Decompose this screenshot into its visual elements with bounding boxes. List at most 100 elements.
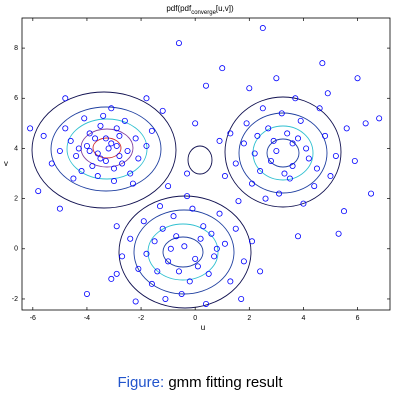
point [143, 142, 150, 149]
point [221, 240, 228, 247]
point [343, 125, 350, 132]
point [67, 137, 74, 144]
point [273, 147, 280, 154]
point [81, 115, 88, 122]
title-sub: converge [191, 10, 216, 16]
point [276, 190, 283, 197]
point [294, 135, 301, 142]
point [175, 40, 182, 47]
point [86, 147, 93, 154]
point [278, 110, 285, 117]
contour [92, 137, 122, 159]
point [97, 122, 104, 129]
point [292, 95, 299, 102]
point [354, 75, 361, 82]
point [102, 157, 109, 164]
point [121, 117, 128, 124]
point [294, 233, 301, 240]
point [129, 180, 136, 187]
point [154, 268, 161, 275]
point [211, 253, 218, 260]
point [116, 152, 123, 159]
point [257, 268, 264, 275]
y-tick-label: 2 [14, 195, 18, 202]
x-tick-label: 0 [193, 315, 197, 322]
x-tick-label: 2 [247, 315, 251, 322]
point [75, 145, 82, 152]
point [56, 205, 63, 212]
point [83, 142, 90, 149]
point [311, 183, 318, 190]
point [165, 183, 172, 190]
point [248, 238, 255, 245]
contour [238, 112, 328, 194]
contour [224, 96, 342, 208]
point [148, 127, 155, 134]
point [159, 107, 166, 114]
point [297, 117, 304, 124]
point [27, 125, 34, 132]
point [113, 125, 120, 132]
point [100, 112, 107, 119]
point [270, 137, 277, 144]
point [219, 65, 226, 72]
point [267, 157, 274, 164]
title-main: pdf(pdf [166, 4, 192, 13]
point [156, 203, 163, 210]
points [27, 25, 383, 307]
point [148, 280, 155, 287]
point [286, 175, 293, 182]
point [262, 195, 269, 202]
point [127, 235, 134, 242]
point [162, 295, 169, 302]
point [202, 82, 209, 89]
point [113, 223, 120, 230]
point [213, 245, 220, 252]
point [143, 95, 150, 102]
point [376, 115, 383, 122]
point [62, 95, 69, 102]
chart-title: pdf(pdfconverge[u,v]) [166, 4, 234, 15]
contour [252, 125, 314, 181]
point [265, 125, 272, 132]
plot-frame [21, 17, 391, 311]
point [184, 170, 191, 177]
point [251, 150, 258, 157]
contour [31, 91, 177, 209]
point [362, 120, 369, 127]
caption-text: gmm fitting result [168, 374, 283, 391]
point [175, 268, 182, 275]
point [284, 130, 291, 137]
contour [50, 106, 162, 192]
point [303, 145, 310, 152]
point [132, 298, 139, 305]
point [205, 270, 212, 277]
point [340, 208, 347, 215]
point [113, 142, 120, 149]
point [108, 140, 115, 147]
point [108, 275, 115, 282]
point [322, 132, 329, 139]
contour [266, 138, 300, 168]
point [289, 140, 296, 147]
point [351, 157, 358, 164]
point [173, 233, 180, 240]
point [94, 173, 101, 180]
point [221, 173, 228, 180]
point [73, 152, 80, 159]
point [243, 120, 250, 127]
point [248, 180, 255, 187]
y-tick-label: 0 [14, 246, 18, 253]
x-tick-label: 6 [356, 315, 360, 322]
x-axis-label: u [201, 323, 205, 332]
point [135, 265, 142, 272]
point [151, 238, 158, 245]
point [62, 125, 69, 132]
point [102, 135, 109, 142]
y-axis-label: v [4, 159, 8, 168]
point [289, 163, 296, 170]
point [202, 300, 209, 307]
point [165, 258, 172, 265]
